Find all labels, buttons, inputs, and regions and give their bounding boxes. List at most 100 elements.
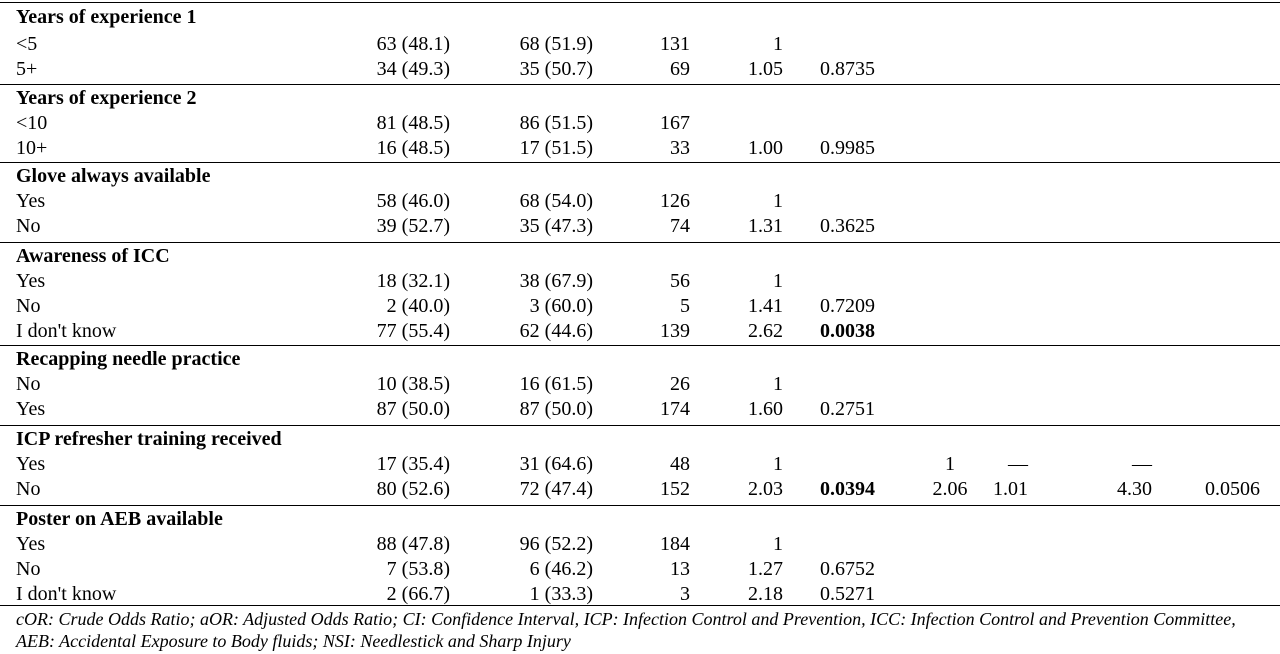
count-group-1: 18 (32.1) xyxy=(376,270,450,292)
crude-odds-ratio: 1 xyxy=(773,373,783,395)
crude-odds-ratio: 1.00 xyxy=(748,137,783,159)
row-total: 69 xyxy=(670,58,690,80)
count-group-2: 6 (46.2) xyxy=(529,558,593,580)
row-total: 152 xyxy=(660,478,690,500)
p-value: 0.0394 xyxy=(820,478,875,500)
crude-odds-ratio: 1.41 xyxy=(748,295,783,317)
crude-odds-ratio: 1 xyxy=(773,33,783,55)
table-row: I don't know 77 (55.4) 62 (44.6) 139 2.62 0.0… xyxy=(0,319,1280,343)
count-group-1: 10 (38.5) xyxy=(376,373,450,395)
crude-odds-ratio: 1.31 xyxy=(748,215,783,237)
row-label: Yes xyxy=(16,270,46,292)
row-total: 184 xyxy=(660,533,690,555)
row-label: Yes xyxy=(16,453,46,475)
adjusted-p-value: 0.0506 xyxy=(1205,478,1260,500)
section-heading: Poster on AEB available xyxy=(16,508,223,530)
row-total: 174 xyxy=(660,398,690,420)
count-group-1: 2 (40.0) xyxy=(386,295,450,317)
row-label: Yes xyxy=(16,190,46,212)
section-heading: Years of experience 2 xyxy=(16,87,197,109)
adjusted-odds-ratio: 1 xyxy=(945,453,955,475)
table-row: <5 63 (48.1) 68 (51.9) 131 1 xyxy=(0,32,1280,56)
section-heading: Glove always available xyxy=(16,165,211,187)
crude-odds-ratio: 1 xyxy=(773,190,783,212)
row-total: 26 xyxy=(670,373,690,395)
count-group-1: 39 (52.7) xyxy=(376,215,450,237)
count-group-2: 96 (52.2) xyxy=(519,533,593,555)
row-label: <5 xyxy=(16,33,38,55)
row-total: 139 xyxy=(660,320,690,342)
row-total: 13 xyxy=(670,558,690,580)
section-heading: Years of experience 1 xyxy=(16,6,197,28)
crude-odds-ratio: 1.05 xyxy=(748,58,783,80)
count-group-1: 17 (35.4) xyxy=(376,453,450,475)
table-row: Yes 18 (32.1) 38 (67.9) 56 1 xyxy=(0,269,1280,293)
table-row: Yes 17 (35.4) 31 (64.6) 48 1 1 — — xyxy=(0,452,1280,476)
row-total: 33 xyxy=(670,137,690,159)
table-row: I don't know 2 (66.7) 1 (33.3) 3 2.18 0.5271 xyxy=(0,582,1280,606)
count-group-1: 2 (66.7) xyxy=(386,583,450,605)
p-value: 0.5271 xyxy=(820,583,875,605)
row-label: 5+ xyxy=(16,58,38,80)
count-group-2: 62 (44.6) xyxy=(519,320,593,342)
count-group-1: 77 (55.4) xyxy=(376,320,450,342)
p-value: 0.8735 xyxy=(820,58,875,80)
count-group-1: 7 (53.8) xyxy=(386,558,450,580)
count-group-1: 87 (50.0) xyxy=(376,398,450,420)
row-total: 48 xyxy=(670,453,690,475)
count-group-2: 38 (67.9) xyxy=(519,270,593,292)
table-row: No 2 (40.0) 3 (60.0) 5 1.41 0.7209 xyxy=(0,294,1280,318)
table-row: Yes 88 (47.8) 96 (52.2) 184 1 xyxy=(0,532,1280,556)
row-total: 126 xyxy=(660,190,690,212)
crude-odds-ratio: 1 xyxy=(773,533,783,555)
p-value: 0.6752 xyxy=(820,558,875,580)
row-label: No xyxy=(16,295,41,317)
table-row: <10 81 (48.5) 86 (51.5) 167 xyxy=(0,111,1280,135)
count-group-2: 16 (61.5) xyxy=(519,373,593,395)
row-label: 10+ xyxy=(16,137,48,159)
count-group-1: 80 (52.6) xyxy=(376,478,450,500)
adjusted-odds-ratio: 2.06 xyxy=(932,478,968,500)
table-row: No 10 (38.5) 16 (61.5) 26 1 xyxy=(0,372,1280,396)
crude-odds-ratio: 1 xyxy=(773,453,783,475)
table-row: Yes 58 (46.0) 68 (54.0) 126 1 xyxy=(0,189,1280,213)
crude-odds-ratio: 1 xyxy=(773,270,783,292)
crude-odds-ratio: 2.62 xyxy=(748,320,783,342)
row-total: 5 xyxy=(680,295,690,317)
count-group-1: 63 (48.1) xyxy=(376,33,450,55)
row-label: No xyxy=(16,558,41,580)
row-label: I don't know xyxy=(16,583,117,605)
count-group-2: 35 (50.7) xyxy=(519,58,593,80)
p-value: 0.9985 xyxy=(820,137,875,159)
ci-upper: 4.30 xyxy=(1117,478,1152,500)
row-label: Yes xyxy=(16,533,46,555)
count-group-2: 1 (33.3) xyxy=(529,583,593,605)
ci-lower: — xyxy=(1008,453,1028,475)
section-heading: ICP refresher training received xyxy=(16,428,282,450)
p-value: 0.3625 xyxy=(820,215,875,237)
table-rule xyxy=(0,425,1280,426)
count-group-2: 86 (51.5) xyxy=(519,112,593,134)
count-group-2: 68 (51.9) xyxy=(519,33,593,55)
count-group-2: 3 (60.0) xyxy=(529,295,593,317)
table-row: 10+ 16 (48.5) 17 (51.5) 33 1.00 0.9985 xyxy=(0,136,1280,160)
table-rule xyxy=(0,84,1280,85)
count-group-2: 35 (47.3) xyxy=(519,215,593,237)
crude-odds-ratio: 1.27 xyxy=(748,558,783,580)
ci-lower: 1.01 xyxy=(993,478,1028,500)
row-label: <10 xyxy=(16,112,48,134)
crude-odds-ratio: 2.03 xyxy=(748,478,783,500)
count-group-2: 17 (51.5) xyxy=(519,137,593,159)
count-group-2: 31 (64.6) xyxy=(519,453,593,475)
table-row: No 7 (53.8) 6 (46.2) 13 1.27 0.6752 xyxy=(0,557,1280,581)
row-label: I don't know xyxy=(16,320,117,342)
table-row: No 39 (52.7) 35 (47.3) 74 1.31 0.3625 xyxy=(0,214,1280,238)
row-label: No xyxy=(16,373,41,395)
row-label: Yes xyxy=(16,398,46,420)
table-rule xyxy=(0,505,1280,506)
count-group-1: 88 (47.8) xyxy=(376,533,450,555)
count-group-2: 87 (50.0) xyxy=(519,398,593,420)
count-group-1: 16 (48.5) xyxy=(376,137,450,159)
row-label: No xyxy=(16,215,41,237)
